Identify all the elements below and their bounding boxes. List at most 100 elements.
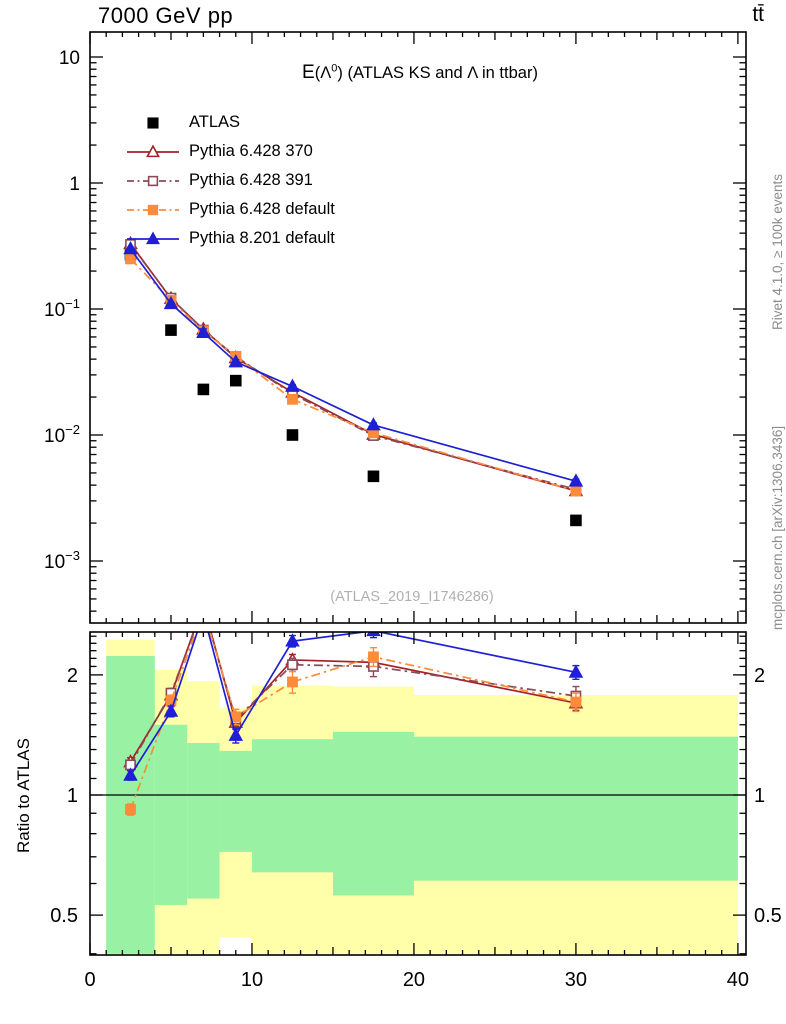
series-pythia-8-201-default-main [123, 241, 584, 487]
open-triangle-line-icon [127, 143, 179, 157]
data-point-triangle [366, 417, 381, 431]
ratio-y-tick-label-right: 1 [754, 785, 765, 807]
data-point-square [199, 606, 208, 615]
data-point-square [229, 374, 242, 387]
legend-label: Pythia 6.428 370 [189, 142, 313, 160]
series-pythia-6-428-370-main [123, 235, 584, 497]
mcplots-arxiv-note: mcplots.cern.ch [arXiv:1306.3436] [770, 425, 785, 630]
data-point-triangle [568, 473, 584, 487]
data-point-square [199, 603, 208, 612]
legend-label: ATLAS [189, 113, 241, 131]
data-point-triangle [123, 241, 138, 255]
main-y-tick-label: 10−3 [44, 548, 80, 573]
data-point-triangle [568, 664, 584, 678]
observable-title-e: E [302, 62, 315, 83]
beam-energy-title: 7000 GeV pp [98, 3, 234, 28]
data-point-square [287, 659, 298, 671]
analysis-id-watermark: (ATLAS_2019_I1746286) [330, 589, 494, 605]
data-point-square [197, 383, 210, 396]
ratio-y-tick-label-left: 1 [67, 785, 78, 807]
ratio-uncertainty-bands [106, 639, 738, 954]
data-point-triangle [163, 703, 179, 717]
data-point-triangle [228, 727, 244, 741]
main-y-tick-label: 1 [69, 174, 80, 195]
process-label: tt̄ [752, 3, 764, 26]
band-green-1sigma [187, 742, 220, 899]
x-tick-label: 0 [84, 969, 95, 991]
observable-title-open: (Λ [314, 64, 332, 82]
data-point-square [287, 393, 298, 405]
data-point-triangle [285, 633, 300, 647]
data-point-triangle [197, 607, 209, 618]
data-point-square [570, 514, 582, 527]
series-line [129, 243, 577, 491]
legend-row-pythia-6428-391: Pythia 6.428 391 [126, 166, 335, 195]
data-point-triangle [196, 324, 211, 338]
series-pythia-6-428-default-ratio [125, 606, 582, 816]
data-point-triangle [366, 632, 381, 637]
atlas-marker-icon [147, 116, 159, 129]
band-green-1sigma [413, 736, 738, 881]
x-tick-label: 30 [565, 969, 587, 991]
axis-tick-labels: 10 1 10−1 10−2 10−3 2 2 1 1 0.5 0.5 0 10 20 30 40 [44, 48, 782, 991]
data-point-square [368, 651, 379, 663]
filled-square-dashline-icon [127, 204, 179, 215]
legend-row-pythia-8201-default: Pythia 8.201 default [126, 224, 335, 253]
x-tick-label: 10 [241, 969, 263, 991]
open-square-dashline-icon [127, 175, 179, 186]
legend: ATLAS Pythia 6.428 370 Pythia 6.428 391 … [126, 108, 335, 253]
data-point-triangle [228, 354, 244, 368]
legend-label: Pythia 8.201 default [189, 229, 335, 247]
data-point-square [147, 175, 159, 186]
main-y-tick-label: 10−2 [44, 422, 80, 447]
rivet-version-note: Rivet 4.1.0, ≥ 100k events [770, 174, 785, 330]
ratio-y-tick-label-right: 0.5 [754, 905, 782, 927]
series-line [129, 258, 577, 492]
series-line [129, 248, 577, 483]
data-point-square [125, 253, 136, 265]
main-y-tick-label: 10−1 [44, 296, 80, 321]
observable-title-sup: 0 [331, 62, 338, 75]
data-point-triangle [123, 767, 138, 781]
data-point-square [367, 470, 380, 483]
series-pythia-6-428-391-main [125, 239, 582, 495]
series-line [129, 243, 577, 492]
data-point-square [147, 116, 159, 129]
series-atlas-points [124, 248, 582, 527]
band-green-1sigma [332, 731, 414, 896]
filled-triangle-line-icon [127, 230, 179, 244]
data-point-triangle [146, 143, 160, 157]
main-panel-frame [89, 31, 747, 624]
x-tick-label: 40 [727, 969, 749, 991]
legend-label: Pythia 6.428 default [189, 200, 335, 218]
band-green-1sigma [251, 739, 333, 873]
series-pythia-8-201-default-ratio [123, 607, 584, 781]
data-point-square [570, 696, 582, 708]
data-point-square [287, 676, 298, 688]
ratio-y-axis-label: Ratio to ATLAS [14, 738, 33, 854]
legend-label: Pythia 6.428 391 [189, 171, 313, 189]
data-point-triangle [285, 378, 300, 392]
legend-row-pythia-6428-default: Pythia 6.428 default [126, 195, 335, 224]
legend-row-atlas: ATLAS [126, 108, 335, 137]
data-point-square [570, 485, 582, 497]
data-point-square [125, 804, 136, 815]
ratio-y-tick-label-right: 2 [754, 665, 765, 687]
data-point-square [165, 324, 177, 336]
axis-ticks [89, 32, 746, 955]
observable-title: E(Λ0) (ATLAS KS and Λ in ttbar) [302, 62, 538, 84]
data-point-triangle [163, 295, 179, 310]
series-pythia-6-428-default-main [125, 253, 582, 497]
legend-row-pythia-6428-370: Pythia 6.428 370 [126, 137, 335, 166]
ratio-panel-frame [89, 631, 747, 956]
ratio-y-tick-label-left: 2 [67, 665, 78, 687]
x-tick-label: 20 [403, 969, 425, 991]
data-point-square [147, 204, 159, 215]
band-green-1sigma [219, 750, 252, 852]
ratio-y-tick-label-left: 0.5 [50, 905, 78, 927]
data-point-square [286, 429, 299, 441]
observable-title-rest: ) (ATLAS KS and Λ in ttbar) [337, 64, 538, 82]
data-point-triangle [197, 598, 209, 609]
